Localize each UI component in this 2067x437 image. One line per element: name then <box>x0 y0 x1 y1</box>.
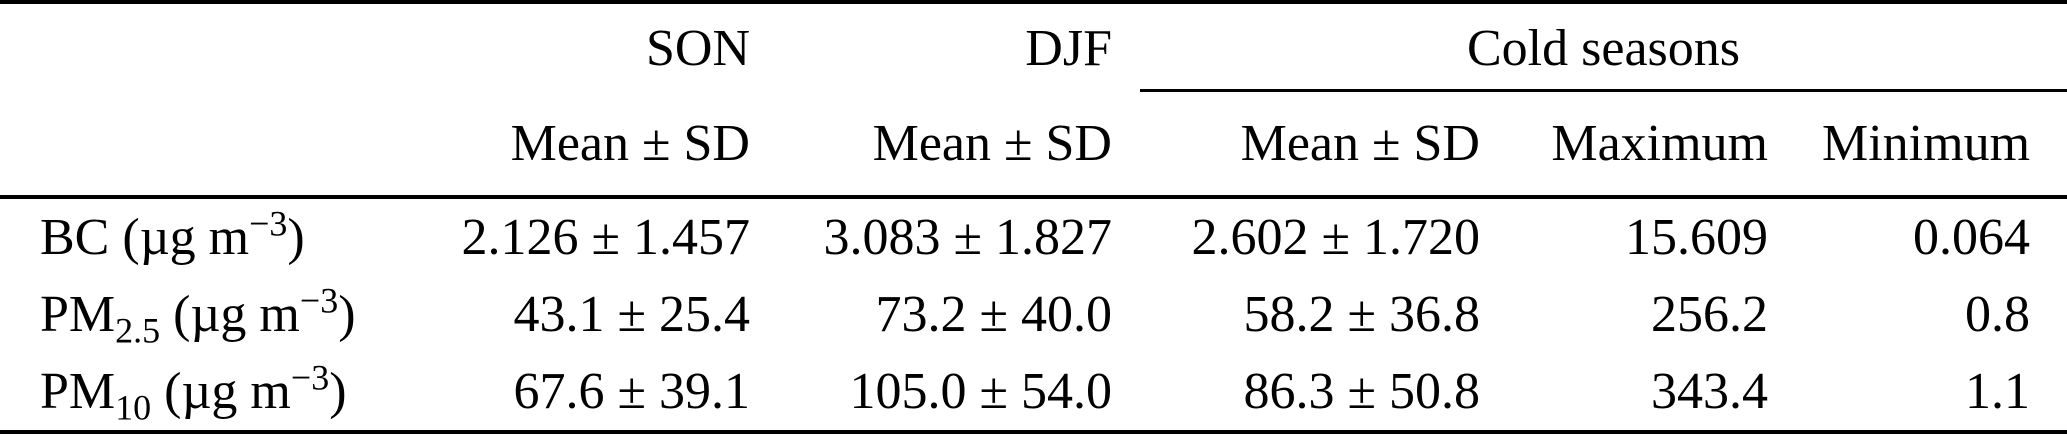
subheader-stub-cell <box>0 92 460 197</box>
subheader-maximum: Maximum <box>1551 115 1768 172</box>
table-body: BC (µg m−3) 2.126 ± 1.457 3.083 ± 1.827 … <box>0 197 2067 432</box>
subheader-son-mean-sd: Mean ± SD <box>510 115 750 172</box>
cell-pm10-djf-mean-sd: 105.0 ± 54.0 <box>849 363 1112 420</box>
pollutant-subscript: 2.5 <box>115 310 161 351</box>
table-header: SON DJF Cold seasons Mean ± SD Mean ± SD… <box>0 2 2067 197</box>
cold-seasons-underline <box>1140 89 2067 92</box>
pollutant-name: PM <box>40 286 116 343</box>
table-row-pm10: PM10 (µg m−3) 67.6 ± 39.1 105.0 ± 54.0 8… <box>0 353 2067 432</box>
cell-bc-minimum: 0.064 <box>1913 209 2031 266</box>
cell-bc-cold-mean-sd: 2.602 ± 1.720 <box>1191 209 1480 266</box>
unit-exponent: −3 <box>290 357 330 398</box>
unit-prefix: (µg m <box>151 363 291 420</box>
cell-pm10-cold-mean-sd: 86.3 ± 50.8 <box>1243 363 1480 420</box>
pollutant-name: BC <box>40 209 110 266</box>
cell-pm25-minimum: 0.8 <box>1965 286 2031 343</box>
cell-pm10-son-mean-sd: 67.6 ± 39.1 <box>513 363 750 420</box>
cell-pm25-maximum: 256.2 <box>1651 286 1768 343</box>
subheader-djf-mean-sd: Mean ± SD <box>872 115 1112 172</box>
cell-bc-maximum: 15.609 <box>1625 209 1768 266</box>
cell-pm25-son-mean-sd: 43.1 ± 25.4 <box>513 286 750 343</box>
header-row-statistics: Mean ± SD Mean ± SD Mean ± SD Maximum Mi… <box>0 92 2067 197</box>
cell-pm10-minimum: 1.1 <box>1965 363 2031 420</box>
column-header-son: SON <box>645 19 750 77</box>
unit-suffix: ) <box>338 286 356 343</box>
table-row-pm25: PM2.5 (µg m−3) 43.1 ± 25.4 73.2 ± 40.0 5… <box>0 276 2067 353</box>
cell-pm25-djf-mean-sd: 73.2 ± 40.0 <box>875 286 1112 343</box>
column-header-cold-seasons: Cold seasons <box>1112 2 2067 92</box>
pollutant-subscript: 10 <box>115 387 152 428</box>
column-header-djf: DJF <box>1025 19 1112 77</box>
unit-exponent: −3 <box>249 203 288 244</box>
unit-prefix: (µg m <box>109 209 250 266</box>
unit-prefix: (µg m <box>160 286 300 343</box>
unit-suffix: ) <box>329 363 347 420</box>
cell-bc-son-mean-sd: 2.126 ± 1.457 <box>461 209 750 266</box>
row-label-pm10: PM10 (µg m−3) <box>0 353 460 432</box>
unit-exponent: −3 <box>299 280 339 321</box>
subheader-minimum: Minimum <box>1821 115 2031 172</box>
unit-suffix: ) <box>287 209 305 266</box>
header-row-seasons: SON DJF Cold seasons <box>0 2 2067 92</box>
subheader-cold-mean-sd: Mean ± SD <box>1240 115 1480 172</box>
header-stub-cell <box>0 2 460 92</box>
cell-bc-djf-mean-sd: 3.083 ± 1.827 <box>823 209 1112 266</box>
row-label-bc: BC (µg m−3) <box>0 197 460 276</box>
pollutant-name: PM <box>40 363 116 420</box>
cell-pm25-cold-mean-sd: 58.2 ± 36.8 <box>1243 286 1480 343</box>
row-label-pm25: PM2.5 (µg m−3) <box>0 276 460 353</box>
table-row-bc: BC (µg m−3) 2.126 ± 1.457 3.083 ± 1.827 … <box>0 197 2067 276</box>
cell-pm10-maximum: 343.4 <box>1651 363 1768 420</box>
cold-seasons-label: Cold seasons <box>1467 19 1740 77</box>
